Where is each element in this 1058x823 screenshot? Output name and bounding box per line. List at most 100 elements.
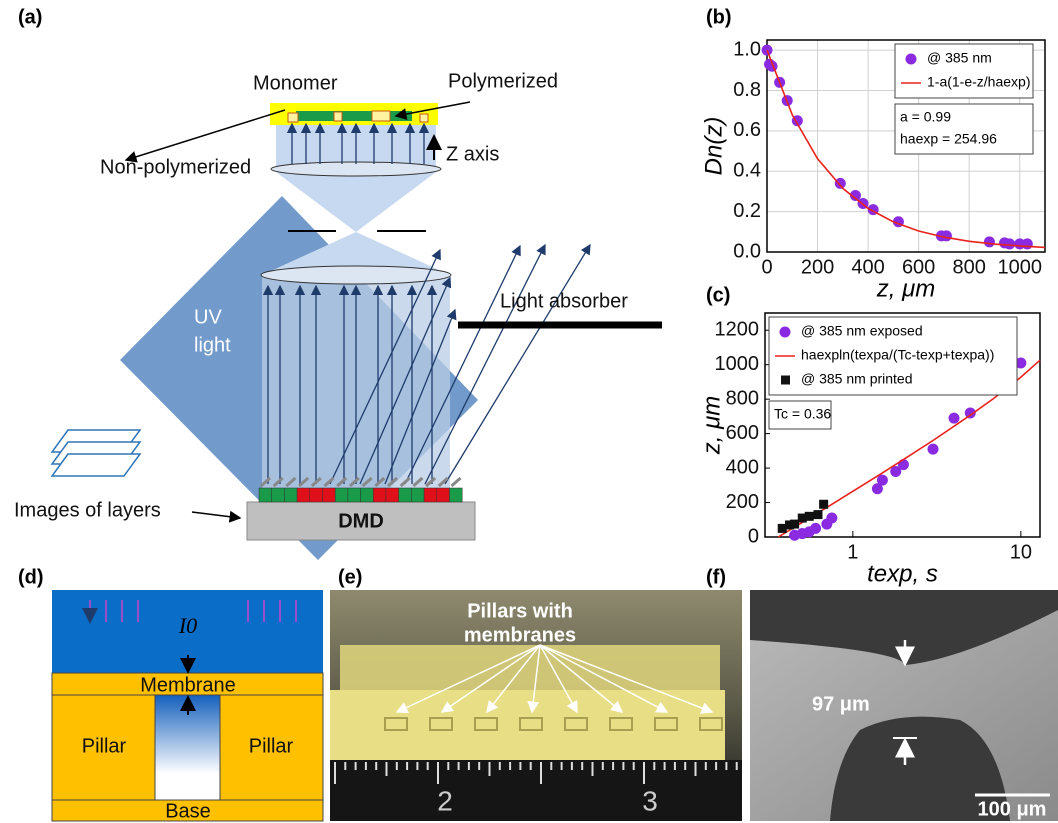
annotation: haexp = 254.96 [900, 131, 997, 147]
point [819, 500, 828, 509]
y-tick-label: 200 [726, 491, 759, 513]
y-tick-label: 0.2 [733, 200, 761, 222]
label: Base [165, 800, 211, 822]
non-polymerized [420, 114, 428, 122]
panel-label: (e) [338, 566, 362, 588]
point [762, 45, 773, 56]
caption: membranes [464, 624, 576, 646]
dmd-pixel [348, 488, 361, 502]
thickness-label: 97 μm [812, 693, 870, 715]
panel-label: (b) [706, 6, 732, 28]
label: Z axis [446, 143, 499, 165]
y-tick-label: 0.8 [733, 79, 761, 101]
point [805, 512, 814, 521]
label: UV [194, 306, 222, 328]
x-tick-label: 0 [761, 256, 772, 278]
label: DMD [338, 510, 384, 532]
ray [445, 245, 590, 484]
annotation: Tc = 0.36 [774, 406, 831, 422]
dmd-pixel [437, 488, 450, 502]
y-tick-label: 1000 [715, 353, 760, 375]
ruler [330, 760, 742, 821]
lens [261, 266, 451, 284]
x-tick-label: 200 [801, 256, 834, 278]
non-polymerized [372, 111, 390, 121]
x-axis-label: z, μm [876, 275, 935, 302]
dmd-pixel [399, 488, 412, 502]
label: I0 [178, 613, 197, 638]
label: Monomer [253, 72, 338, 94]
x-tick-label: 800 [952, 256, 985, 278]
x-axis-label: texp, s [867, 560, 938, 587]
dmd-pixel [272, 488, 285, 502]
dmd-pixel [411, 488, 424, 502]
y-axis-label: z, μm [698, 396, 725, 455]
label: light [194, 334, 231, 356]
dmd-pixel [361, 488, 374, 502]
scale-label: 100 μm [978, 798, 1047, 820]
legend-key [781, 376, 790, 385]
point [898, 459, 909, 470]
pointer [126, 110, 285, 160]
panel-label: (a) [18, 6, 42, 28]
y-tick-label: 1.0 [733, 38, 761, 60]
label: Membrane [140, 674, 236, 696]
point [835, 178, 846, 189]
legend-label: 1-a(1-e-z/haexp) [927, 74, 1031, 90]
annotation: a = 0.99 [900, 109, 951, 125]
panel-label: (c) [706, 284, 730, 306]
photo: Pillars with membranes 2 3 [330, 590, 742, 821]
legend-label: @ 385 nm [927, 50, 992, 66]
y-tick-label: 1200 [715, 319, 760, 341]
label: Polymerized [448, 70, 558, 92]
polymerized-layer [296, 111, 412, 121]
x-tick-label: 1 [847, 541, 858, 563]
label: Light absorber [500, 290, 628, 312]
dmd-pixel [386, 488, 399, 502]
pointer [192, 512, 240, 518]
figure: (a) (b) (c) (d) (e) (f) Monomer Polymeri… [0, 0, 1058, 823]
dmd-pixel [310, 488, 323, 502]
legend-key [780, 327, 791, 338]
point [826, 513, 837, 524]
y-tick-label: 0.0 [733, 240, 761, 262]
label: Non-polymerized [100, 156, 251, 178]
y-tick-label: 0.4 [733, 160, 761, 182]
device [330, 690, 725, 760]
point [984, 236, 995, 247]
ruler-label: 2 [437, 785, 453, 816]
layer-images [52, 430, 140, 476]
label: Pillar [82, 735, 127, 757]
mirror [452, 478, 461, 486]
label: Pillar [249, 735, 294, 757]
point [877, 475, 888, 486]
label: Images of layers [14, 499, 161, 521]
point [928, 444, 939, 455]
non-polymerized [334, 112, 342, 121]
panel-label: (f) [706, 566, 726, 588]
y-tick-label: 400 [726, 456, 759, 478]
panel-label: (d) [18, 566, 44, 588]
y-tick-label: 0.6 [733, 119, 761, 141]
x-tick-label: 1000 [997, 256, 1042, 278]
legend-label: @ 385 nm printed [801, 371, 913, 387]
non-polymerized [288, 113, 298, 122]
point [790, 520, 799, 529]
legend-label: @ 385 nm exposed [801, 323, 923, 339]
membrane-diagram: I0 Membrane Pillar Pillar Base [52, 590, 323, 822]
point [948, 413, 959, 424]
dmd-pixel [297, 488, 310, 502]
sem-image: 97 μm 100 μm [750, 590, 1058, 821]
dmd-pixel [284, 488, 297, 502]
x-tick-label: 10 [1010, 541, 1032, 563]
lens [271, 162, 441, 176]
point [1004, 238, 1015, 249]
setup-diagram: Monomer Polymerized Non-polymerized Z ax… [14, 70, 662, 560]
point [810, 523, 821, 534]
dmd-pixel [450, 488, 463, 502]
legend-key [906, 54, 917, 65]
dmd-pixel [373, 488, 386, 502]
ruler-label: 3 [642, 785, 658, 816]
y-tick-label: 600 [726, 422, 759, 444]
caption: Pillars with [467, 600, 573, 622]
